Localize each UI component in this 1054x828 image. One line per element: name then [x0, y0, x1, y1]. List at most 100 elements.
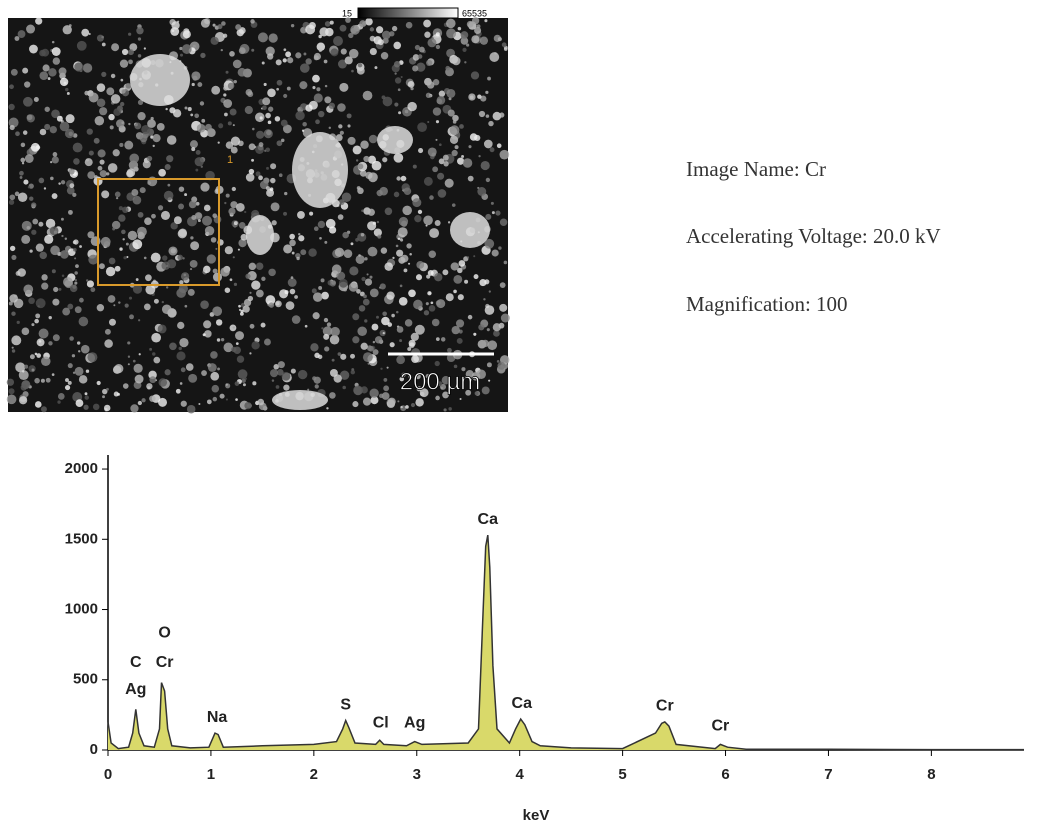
sem-grain — [367, 246, 378, 257]
x-tick-label: 5 — [618, 766, 626, 783]
sem-grain — [423, 215, 433, 226]
sem-grain — [491, 249, 499, 257]
sem-grain — [178, 228, 187, 238]
sem-grain — [11, 335, 22, 346]
sem-grain — [429, 195, 434, 200]
sem-grain — [324, 21, 331, 27]
sem-grain — [356, 66, 365, 75]
sem-grain — [68, 168, 75, 175]
sem-grain — [263, 129, 273, 139]
sem-grain — [45, 218, 56, 229]
sem-grain — [111, 43, 120, 52]
sem-grain — [34, 352, 38, 356]
sem-grain — [268, 302, 275, 308]
sem-grain — [224, 112, 228, 117]
sem-grain — [401, 372, 406, 378]
sem-grain — [481, 386, 490, 395]
sem-grain — [205, 123, 212, 131]
sem-grain — [501, 42, 507, 48]
sem-grain — [312, 74, 320, 83]
sem-grain — [116, 119, 125, 128]
sem-grain — [212, 306, 223, 317]
sem-grain — [21, 327, 30, 336]
sem-grain — [263, 82, 267, 87]
sem-grain — [103, 241, 111, 248]
sem-grain — [473, 274, 479, 280]
sem-grain — [178, 186, 185, 192]
sem-grain — [471, 35, 480, 44]
sem-grain — [121, 229, 126, 235]
sem-grain — [190, 236, 194, 240]
sem-grain — [68, 209, 73, 215]
sem-grain — [251, 48, 255, 52]
sem-grain — [36, 353, 42, 358]
sem-grain — [244, 401, 252, 410]
sem-grain — [69, 183, 75, 189]
sem-grain — [442, 391, 449, 399]
sem-grain — [281, 371, 291, 381]
sem-grain — [40, 378, 45, 383]
sem-grain — [210, 237, 217, 243]
sem-grain — [108, 113, 115, 121]
sem-grain — [176, 351, 186, 361]
sem-particle — [272, 390, 328, 410]
sem-grain — [453, 274, 463, 284]
sem-grain — [74, 281, 78, 285]
sem-grain — [339, 130, 344, 135]
sem-grain — [141, 124, 151, 135]
sem-grain — [64, 384, 71, 391]
sem-grain — [473, 255, 476, 258]
sem-grain — [255, 171, 261, 177]
sem-grain — [389, 342, 395, 348]
sem-grain — [466, 43, 470, 47]
sem-grain — [297, 369, 308, 380]
sem-grain — [150, 252, 161, 263]
sem-grain — [225, 398, 229, 401]
sem-grain — [324, 346, 330, 352]
sem-grain — [457, 26, 462, 31]
peak-label: Cr — [711, 717, 729, 734]
sem-grain — [237, 369, 248, 379]
sem-grain — [229, 108, 237, 116]
sem-grain — [276, 368, 284, 376]
sem-grain — [217, 24, 223, 30]
sem-grain — [449, 135, 459, 144]
sem-grain — [171, 29, 175, 32]
sem-grain — [215, 247, 218, 250]
sem-grain — [252, 381, 257, 386]
sem-grain — [424, 31, 431, 38]
sem-grain — [99, 170, 107, 178]
sem-grain — [51, 156, 59, 164]
sem-grain — [47, 77, 51, 80]
sem-grain — [26, 114, 33, 121]
sem-grain — [114, 191, 121, 198]
sem-grain — [87, 231, 95, 239]
sem-grain — [114, 364, 124, 374]
sem-grain — [200, 300, 209, 309]
sem-grain — [270, 163, 277, 170]
sem-grain — [282, 124, 292, 134]
sem-grain — [41, 48, 50, 57]
selection-box — [97, 178, 220, 286]
sem-grain — [14, 36, 20, 41]
sem-grain — [97, 165, 103, 171]
sem-grain — [260, 322, 266, 328]
sem-grain — [200, 18, 210, 28]
sem-grain — [256, 289, 264, 298]
sem-particle — [130, 54, 190, 106]
sem-grain — [248, 262, 257, 271]
sem-grain — [249, 291, 252, 294]
sem-grain — [377, 39, 384, 46]
sem-grain — [9, 194, 16, 201]
sem-grain — [352, 401, 359, 408]
sem-grain — [179, 46, 183, 51]
sem-grain — [329, 392, 336, 399]
sem-grain — [415, 373, 421, 380]
sem-grain — [406, 243, 412, 249]
sem-grain — [200, 165, 203, 168]
sem-grain — [442, 269, 449, 276]
sem-grain — [383, 385, 390, 392]
sem-grain — [204, 226, 215, 236]
sem-grain — [198, 402, 201, 405]
sem-grain — [410, 403, 416, 408]
